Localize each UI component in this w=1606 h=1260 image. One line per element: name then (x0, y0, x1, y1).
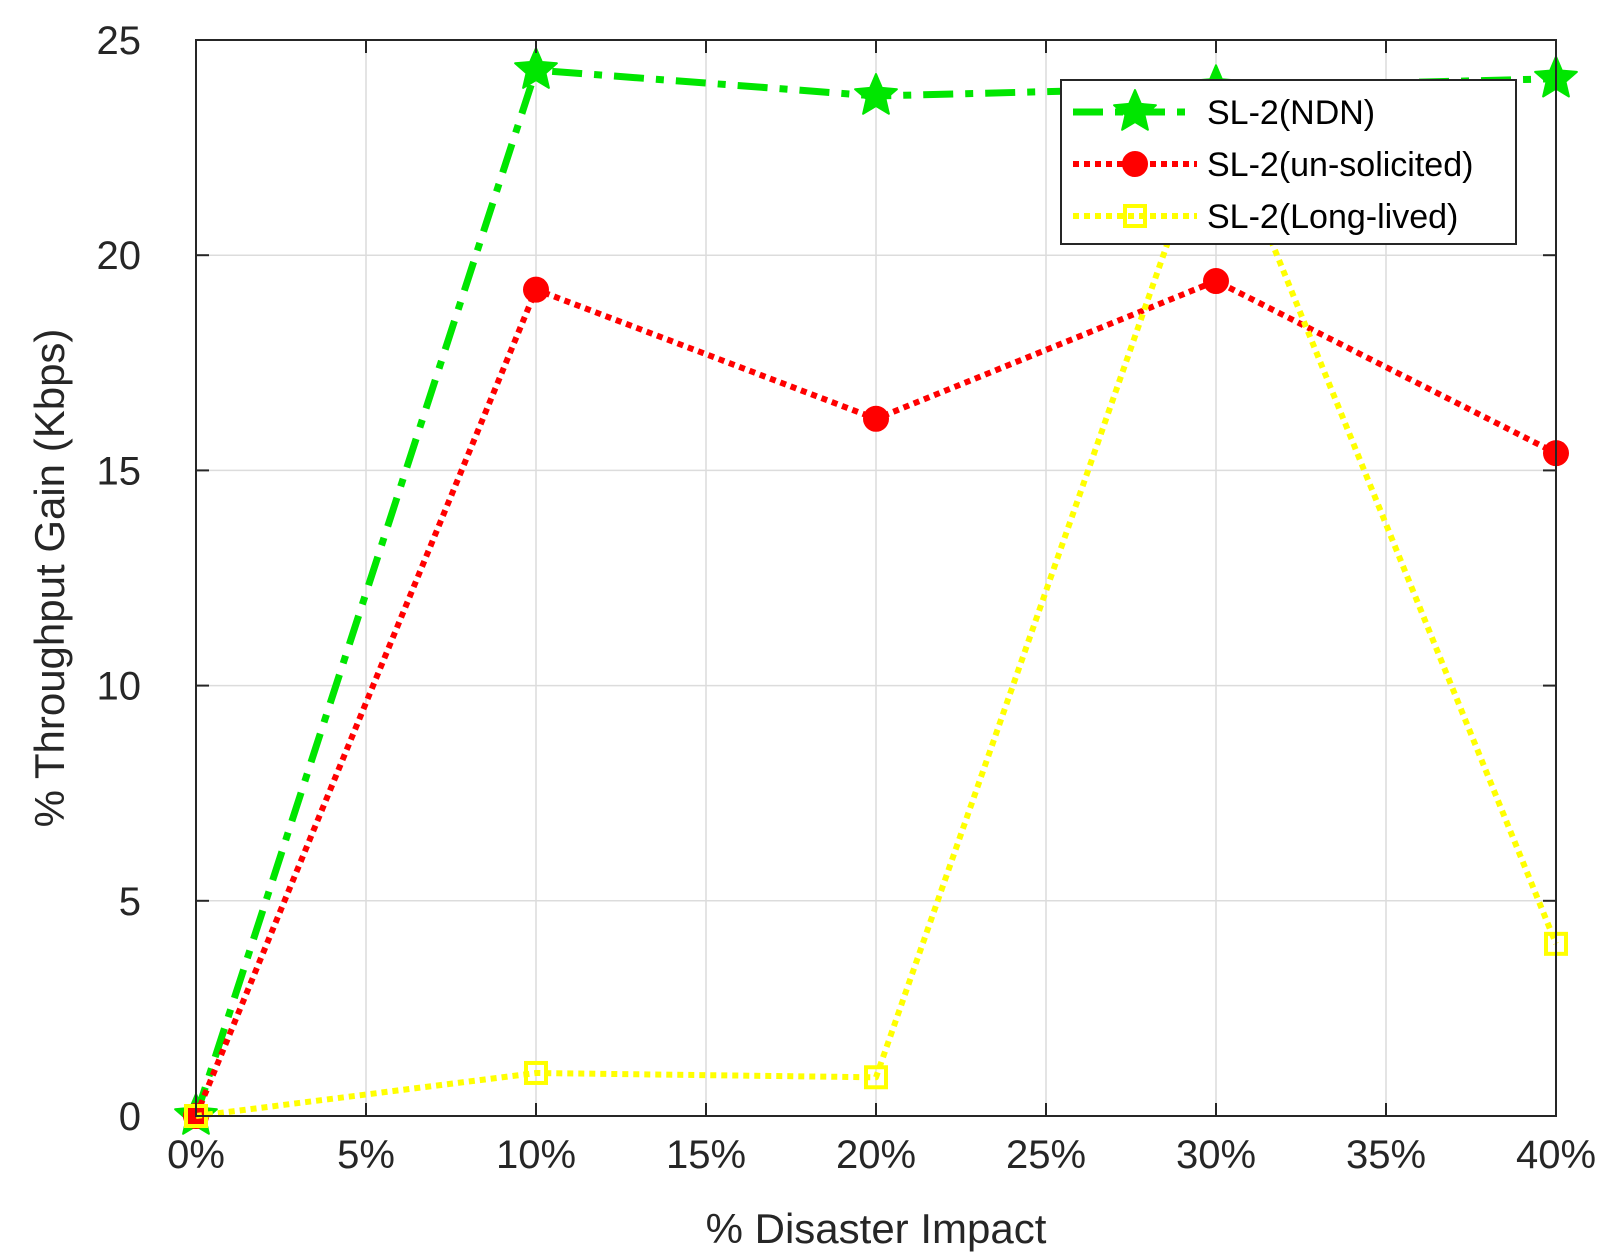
legend-key-unsolicited (1073, 151, 1197, 177)
long-lived-point (864, 1065, 888, 1090)
ndn-point (854, 73, 898, 115)
legend-label-ndn: SL-2(NDN) (1207, 94, 1375, 132)
x-tick-label: 15% (666, 1133, 746, 1177)
unsolicited-point (1203, 268, 1229, 295)
legend-key-long-lived (1073, 204, 1197, 228)
x-tick-label: 30% (1176, 1133, 1256, 1177)
y-tick-label: 0 (119, 1095, 141, 1139)
x-tick-label: 40% (1516, 1133, 1596, 1177)
axis-ticks: 0% 5% 10% 15% 20% 25% 30% 35% 40% 0 5 10 15 20 25 (97, 19, 1597, 1177)
x-tick-label: 0% (167, 1133, 225, 1177)
x-tick-label: 5% (337, 1133, 395, 1177)
unsolicited-point (523, 276, 549, 303)
x-tick-label: 20% (836, 1133, 916, 1177)
legend-marker (1123, 204, 1147, 228)
legend-label-long-lived: SL-2(Long-lived) (1207, 198, 1458, 236)
legend-items (1073, 89, 1197, 228)
legend-marker (1122, 151, 1148, 177)
unsolicited-point (863, 405, 889, 432)
y-tick-label: 25 (97, 19, 142, 63)
long-lived-series-line (195, 101, 1559, 1119)
ndn-point (514, 47, 558, 89)
y-axis-title: % Throughput Gain (Kbps) (26, 329, 73, 828)
series-lines (174, 47, 1578, 1135)
y-tick-label: 10 (97, 665, 142, 709)
legend-key-ndn (1073, 89, 1197, 131)
legend: SL-2(NDN) SL-2(un-solicited) SL-2(Long-l… (1060, 79, 1517, 245)
x-tick-label: 10% (496, 1133, 576, 1177)
x-tick-label: 25% (1006, 1133, 1086, 1177)
y-tick-label: 20 (97, 234, 142, 278)
x-axis-title: % Disaster Impact (706, 1205, 1047, 1252)
legend-label-unsolicited: SL-2(un-solicited) (1207, 146, 1473, 184)
legend-marker (1113, 89, 1157, 131)
x-tick-label: 35% (1346, 1133, 1426, 1177)
y-tick-label: 5 (119, 880, 141, 924)
long-lived-point (524, 1060, 548, 1085)
y-tick-label: 15 (97, 449, 142, 493)
